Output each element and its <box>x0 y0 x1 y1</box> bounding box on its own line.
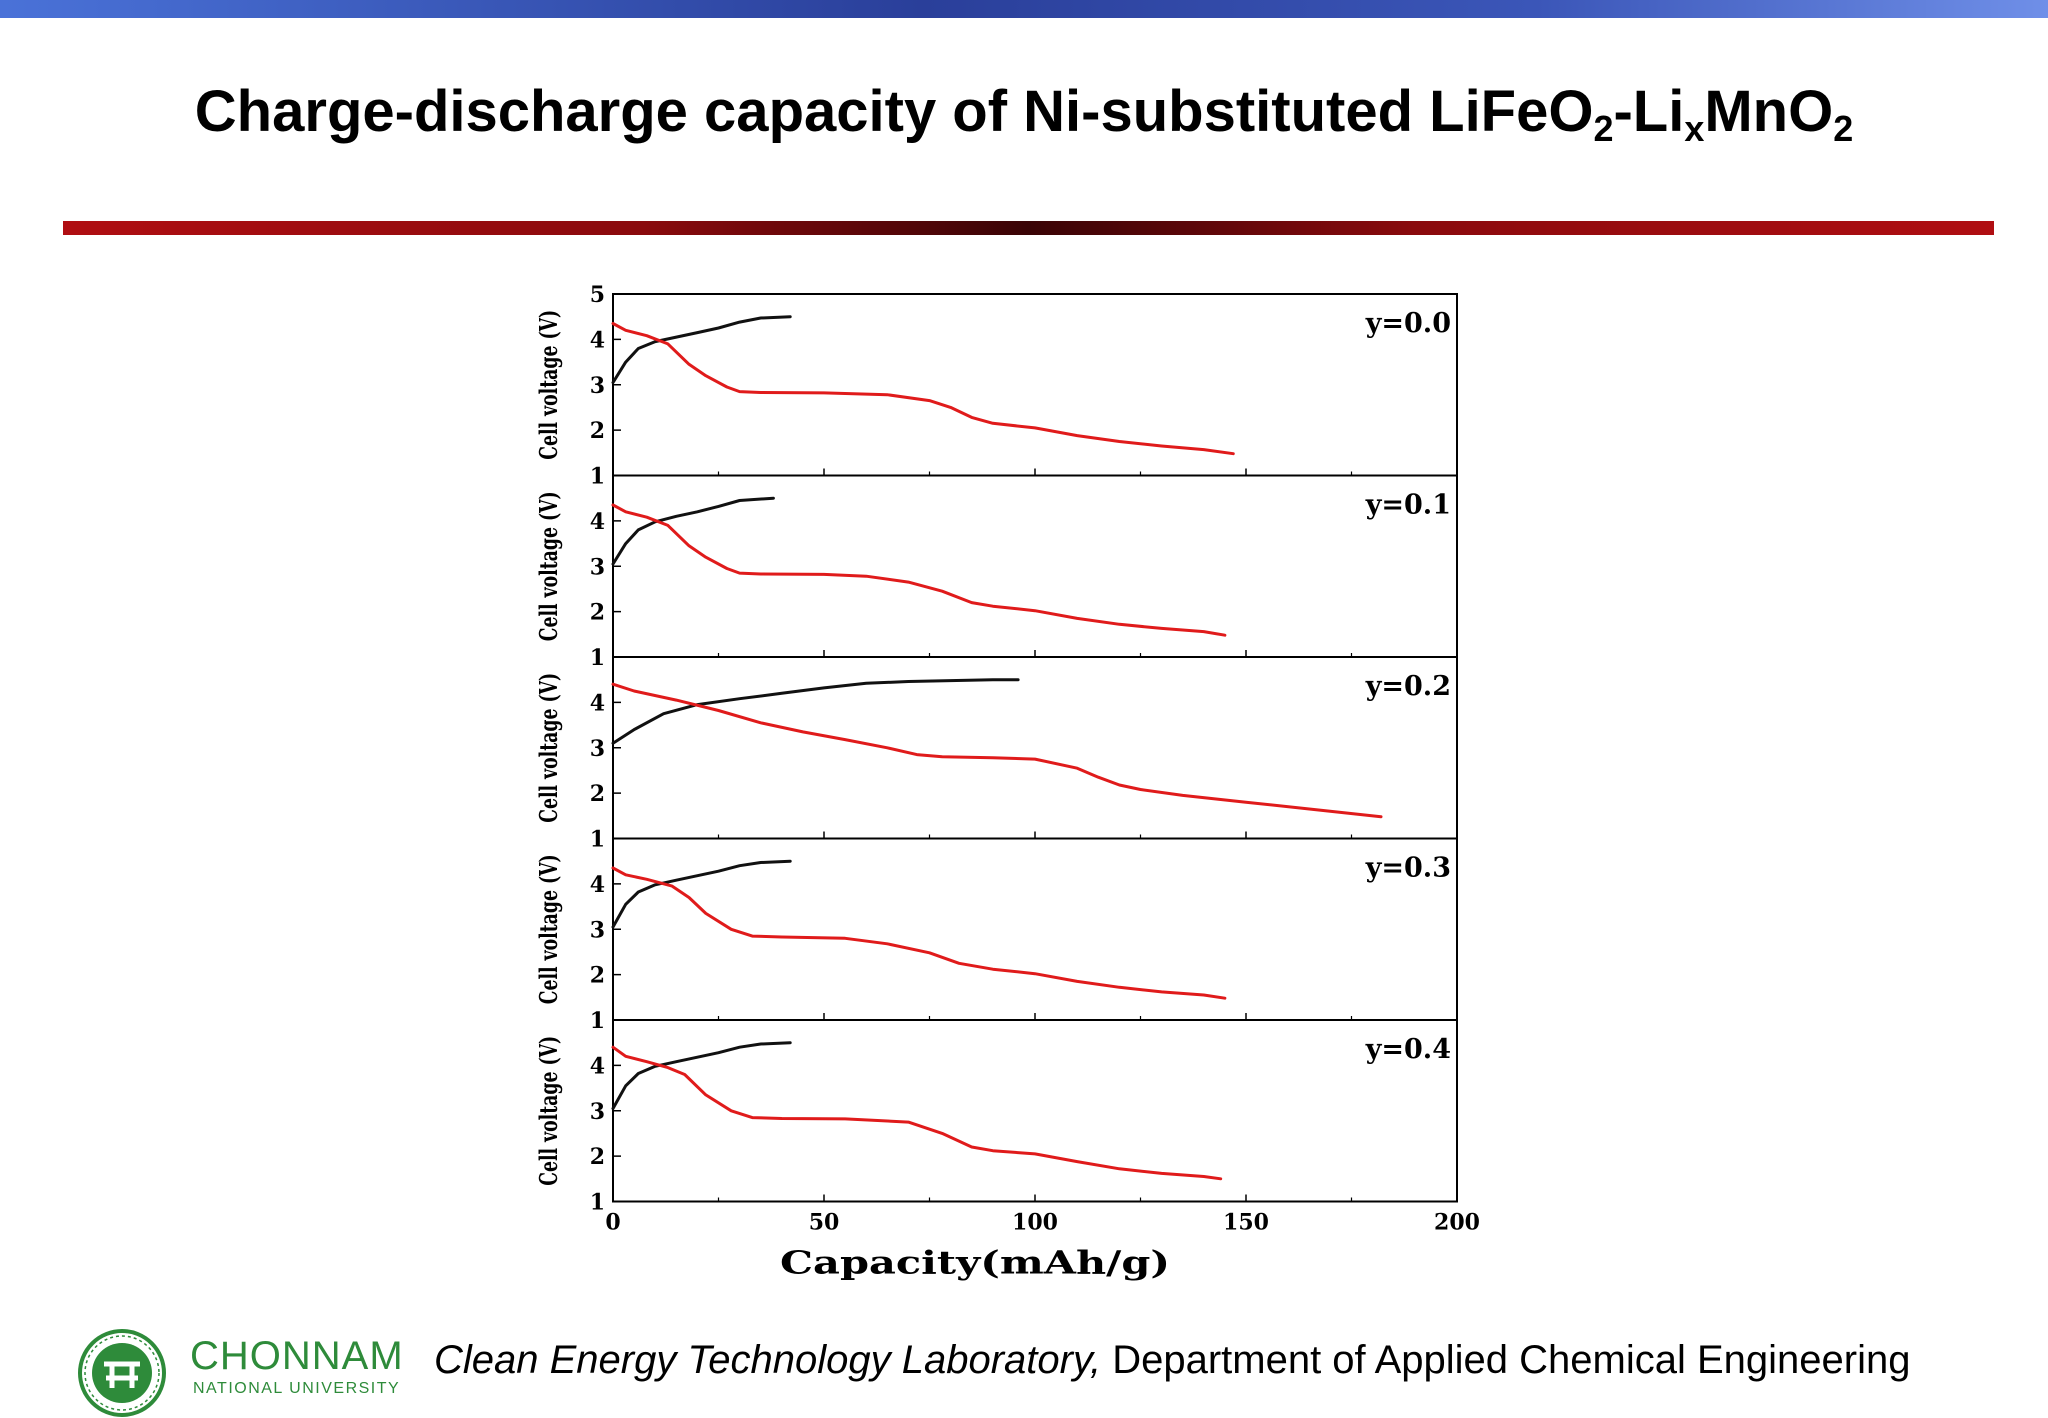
lab-name: Clean Energy Technology Laboratory, <box>434 1338 1102 1382</box>
university-seal-logo <box>78 1329 166 1417</box>
y-tick-label-4-3: 3 <box>590 1099 605 1125</box>
capacity-chart: 1 2 3 4 5 y=0.0 Cell voltage (V) 1 2 3 4 y=0.1 Cell … <box>534 282 1480 1282</box>
logo-subtitle: NATIONAL UNIVERSITY <box>193 1380 401 1397</box>
y-tick-label-3-4: 4 <box>590 872 605 898</box>
x-tick-label-0: 0 <box>605 1210 620 1236</box>
y-tick-label-4-2: 2 <box>590 1144 605 1170</box>
y-tick-label-2-4: 4 <box>590 690 605 716</box>
y-tick-label-1-3: 3 <box>590 554 605 580</box>
y-tick-label-4-4: 4 <box>590 1053 605 1079</box>
discharge-curve-1 <box>611 503 1227 637</box>
panel-label-4: y=0.4 <box>1365 1034 1451 1065</box>
panel-label-0: y=0.0 <box>1365 308 1451 339</box>
panel-label-1: y=0.1 <box>1365 490 1451 521</box>
logo-name: CHONNAM <box>190 1334 404 1378</box>
charge-curve-1 <box>611 496 775 566</box>
slide-title: Charge-discharge capacity of Ni-substitu… <box>194 79 1854 150</box>
y-tick-label-4-1: 1 <box>590 1190 605 1216</box>
y-tick-label-2-2: 2 <box>590 781 605 807</box>
top-accent-bar <box>0 0 2048 18</box>
x-tick-label-50: 50 <box>809 1210 840 1236</box>
x-axis-label: Capacity(mAh/g) <box>780 1244 1170 1282</box>
department-name: Department of Applied Chemical Engineeri… <box>1101 1338 1911 1382</box>
y-tick-label-2-3: 3 <box>590 736 605 762</box>
footer-caption: Clean Energy Technology Laboratory, Depa… <box>434 1338 1910 1383</box>
panel-label-2: y=0.2 <box>1365 671 1451 702</box>
y-tick-label-3-3: 3 <box>590 917 605 943</box>
x-tick-label-200: 200 <box>1434 1210 1480 1236</box>
y-axis-label-4: Cell voltage (V) <box>534 1036 563 1186</box>
title-divider <box>63 221 1994 235</box>
panel-frame-1 <box>612 474 1458 658</box>
y-tick-label-0-2: 2 <box>590 418 605 444</box>
discharge-curve-3 <box>611 866 1227 1000</box>
discharge-curve-0 <box>611 322 1235 456</box>
y-axis-label-2: Cell voltage (V) <box>534 673 563 823</box>
x-tick-label-150: 150 <box>1223 1210 1269 1236</box>
charge-curve-3 <box>611 859 792 929</box>
charge-curve-4 <box>611 1041 792 1110</box>
y-tick-label-0-3: 3 <box>590 373 605 399</box>
y-tick-label-2-1: 1 <box>590 827 605 853</box>
x-tick-label-100: 100 <box>1012 1210 1058 1236</box>
y-tick-label-0-1: 1 <box>590 464 605 490</box>
y-tick-label-1-1: 1 <box>590 645 605 671</box>
y-axis-label-0: Cell voltage (V) <box>534 310 563 460</box>
y-tick-label-1-4: 4 <box>590 509 605 535</box>
y-axis-label-3: Cell voltage (V) <box>534 854 563 1004</box>
discharge-curve-2 <box>611 682 1383 819</box>
panel-label-3: y=0.3 <box>1365 853 1451 884</box>
y-tick-label-1-2: 2 <box>590 600 605 626</box>
charge-curve-0 <box>611 315 792 384</box>
y-axis-label-1: Cell voltage (V) <box>534 491 563 641</box>
y-tick-label-3-1: 1 <box>590 1008 605 1034</box>
discharge-curve-4 <box>611 1045 1223 1181</box>
y-tick-label-0-4: 4 <box>590 327 605 353</box>
y-tick-label-3-2: 2 <box>590 963 605 989</box>
y-tick-label-0-5: 5 <box>590 282 605 308</box>
charge-curve-2 <box>611 678 1020 745</box>
